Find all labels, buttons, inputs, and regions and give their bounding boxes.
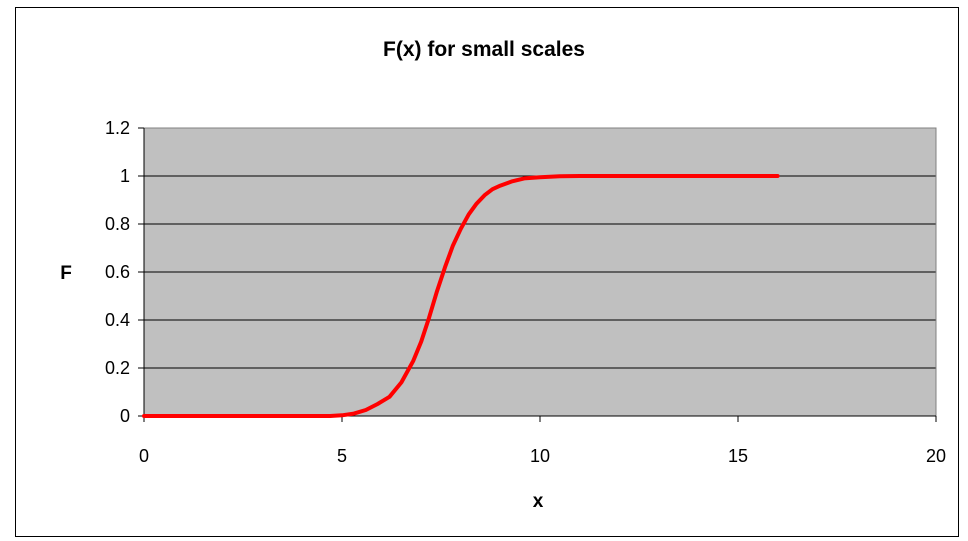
x-tick-label-3: 15 — [728, 446, 748, 466]
x-axis-ticks: 0 5 10 15 20 — [139, 416, 946, 466]
y-tick-label-0: 0 — [120, 406, 130, 426]
x-tick-label-1: 5 — [337, 446, 347, 466]
y-tick-label-1: 0.2 — [105, 358, 130, 378]
x-tick-label-0: 0 — [139, 446, 149, 466]
series-group — [142, 174, 780, 418]
y-axis-ticks: 0 0.2 0.4 0.6 0.8 1 1.2 — [105, 118, 144, 426]
chart-title: F(x) for small scales — [383, 38, 585, 61]
y-tick-label-2: 0.4 — [105, 310, 130, 330]
y-tick-label-5: 1 — [120, 166, 130, 186]
y-tick-label-4: 0.8 — [105, 214, 130, 234]
x-axis-title: x — [533, 491, 544, 512]
series-line-0 — [142, 174, 780, 418]
y-tick-label-6: 1.2 — [105, 118, 130, 138]
x-tick-label-2: 10 — [530, 446, 550, 466]
x-tick-label-4: 20 — [926, 446, 946, 466]
y-tick-label-3: 0.6 — [105, 262, 130, 282]
y-axis-title: F — [60, 263, 72, 284]
